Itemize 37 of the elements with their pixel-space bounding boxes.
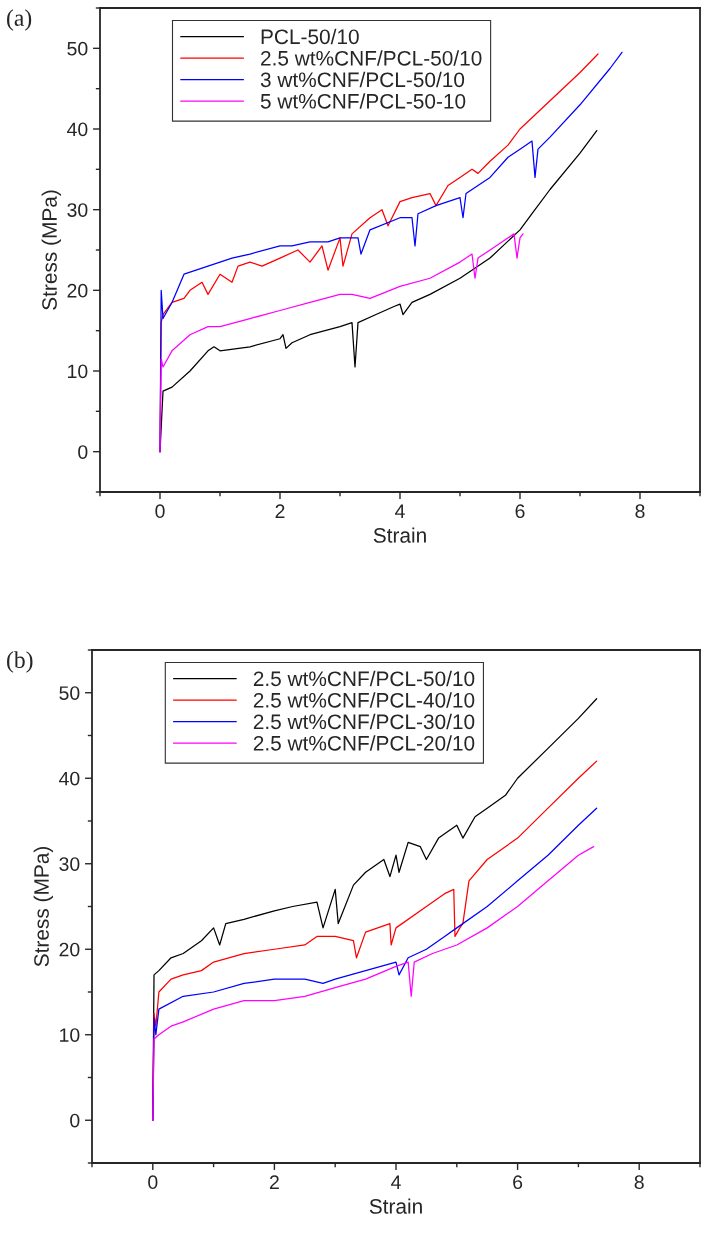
x-tick-label: 4 bbox=[395, 504, 405, 518]
y-tick-label: 20 bbox=[67, 283, 88, 298]
line-series bbox=[159, 233, 524, 453]
legend-label: 2.5 wt%CNF/PCL-20/10 bbox=[253, 735, 475, 751]
y-axis-title: Stress (MPa) bbox=[41, 190, 61, 310]
legend-label: 2.5 wt%CNF/PCL-40/10 bbox=[253, 692, 475, 708]
y-tick-label: 40 bbox=[67, 122, 88, 137]
y-tick-label: 30 bbox=[59, 857, 80, 871]
legend-label: 2.5 wt%CNF/PCL-50/10 bbox=[261, 50, 482, 66]
y-tick-label: 40 bbox=[59, 771, 80, 786]
x-tick-label: 6 bbox=[513, 1175, 523, 1190]
legend-label: 5 wt%CNF/PCL-50-10 bbox=[260, 93, 466, 109]
x-tick-label: 8 bbox=[634, 1175, 644, 1190]
x-axis-title: Strain bbox=[369, 1198, 422, 1214]
legend-label: 2.5 wt%CNF/PCL-50/10 bbox=[253, 670, 475, 687]
x-tick-label: 4 bbox=[391, 1175, 401, 1189]
y-tick-label: 0 bbox=[70, 1113, 80, 1128]
y-tick-label: 0 bbox=[78, 445, 88, 459]
y-tick-label: 50 bbox=[67, 41, 88, 56]
legend-label: 2.5 wt%CNF/PCL-30/10 bbox=[253, 713, 475, 730]
x-tick-label: 0 bbox=[155, 504, 165, 519]
y-tick-label: 20 bbox=[59, 942, 80, 957]
y-tick-label: 50 bbox=[59, 686, 80, 700]
y-tick-label: 30 bbox=[67, 203, 88, 217]
y-tick-label: 10 bbox=[60, 1028, 80, 1042]
x-tick-label: 6 bbox=[515, 504, 525, 519]
x-tick-label: 2 bbox=[269, 1175, 279, 1189]
x-tick-label: 0 bbox=[148, 1175, 158, 1190]
chart-title: (a) bbox=[7, 9, 32, 31]
x-tick-label: 2 bbox=[275, 504, 285, 518]
chart-title: (b) bbox=[7, 651, 33, 673]
y-axis-title: Stress (MPa) bbox=[33, 847, 53, 967]
x-tick-label: 8 bbox=[635, 504, 645, 519]
y-tick-label: 10 bbox=[68, 364, 88, 379]
x-axis-title: Strain bbox=[373, 527, 426, 543]
legend-label: PCL-50/10 bbox=[261, 28, 359, 45]
legend-label: 3 wt%CNF/PCL-50/10 bbox=[260, 71, 465, 88]
